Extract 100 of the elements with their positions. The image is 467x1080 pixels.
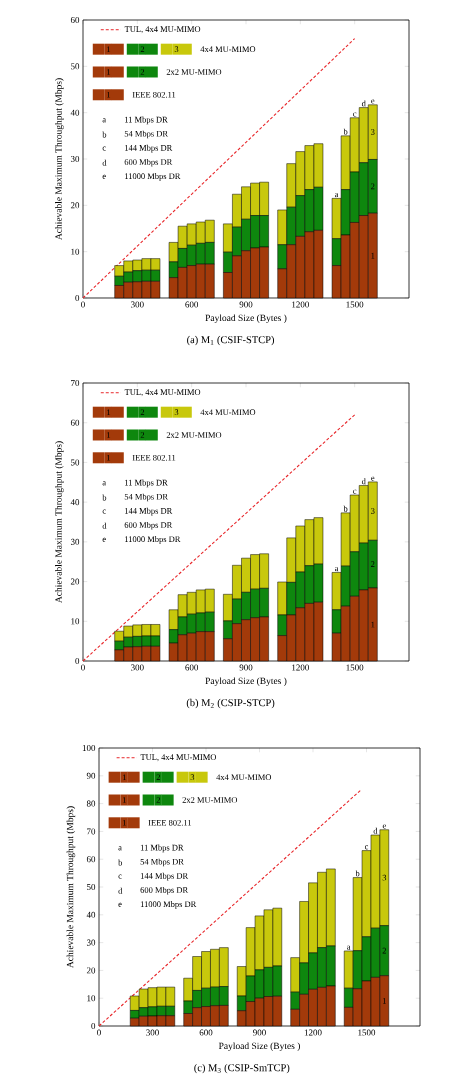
legend-label: 3 xyxy=(190,774,195,781)
annotation: 11000 Mbps DR xyxy=(125,536,181,544)
text: 3 xyxy=(371,508,375,514)
annotation: e xyxy=(382,824,386,829)
x-tick-label: 1200 xyxy=(304,1029,322,1036)
annotation: b xyxy=(355,870,360,877)
x-tick-label: 900 xyxy=(239,664,253,671)
x-axis-title: Payload Size (Bytes ) xyxy=(218,1042,300,1052)
x-tick-label: 900 xyxy=(239,301,253,308)
y-axis-title: Achievable Maximum Throughput (Mbps) xyxy=(55,441,64,603)
annotation: d xyxy=(102,159,107,166)
legend-label: TUL, 4x4 MU-MIMO xyxy=(140,754,217,762)
annotation: 2x2 MU-MIMO xyxy=(182,797,238,803)
text: (c) M$_{3}$ (CSIP-SmTCP) xyxy=(194,1063,290,1074)
text: 2 xyxy=(382,947,386,954)
y-tick-label: 70 xyxy=(87,828,96,835)
text: 1 xyxy=(107,432,111,438)
annotation: IEEE 802.11 xyxy=(132,91,176,98)
annotation: c xyxy=(353,112,357,117)
x-tick-label: 1500 xyxy=(346,664,364,671)
y-tick-label: 0 xyxy=(75,294,80,302)
text: 2 xyxy=(371,561,375,567)
annotation: b xyxy=(343,505,348,512)
y-tick-label: 30 xyxy=(70,538,80,545)
annotation: 11 Mbps DR xyxy=(125,479,168,488)
text: 3 xyxy=(382,874,387,881)
x-tick-label: 300 xyxy=(131,301,144,308)
x-tick-label: 1200 xyxy=(292,664,309,671)
annotation: d xyxy=(118,887,123,894)
x-tick-label: 300 xyxy=(131,664,144,671)
annotation: 11000 Mbps DR xyxy=(125,173,181,181)
y-tick-label: 0 xyxy=(91,1022,96,1030)
x-tick-label: 900 xyxy=(253,1029,266,1036)
annotation: e xyxy=(102,537,106,542)
y-axis-title: Achievable Maximum Throughput (Mbps) xyxy=(66,806,76,969)
text: (b) M$_{2}$ (CSIP-STCP) xyxy=(186,698,275,709)
text: 1 xyxy=(107,46,111,52)
annotation: 144 Mbps DR xyxy=(125,144,173,153)
annotation: 144 Mbps DR xyxy=(140,872,189,881)
y-tick-label: 60 xyxy=(86,856,96,863)
legend-label: TUL, 4x4 MU-MIMO xyxy=(124,389,201,397)
text: 1 xyxy=(371,252,375,259)
y-tick-label: 100 xyxy=(82,744,96,752)
y-tick-label: 50 xyxy=(87,883,96,891)
annotation: 11000 Mbps DR xyxy=(140,901,197,909)
x-axis-title: Payload Size (Bytes ) xyxy=(205,677,287,687)
annotation: 54 Mbps DR xyxy=(140,858,184,867)
x-tick-label: 600 xyxy=(185,664,199,671)
annotation: 2x2 MU-MIMO xyxy=(166,69,222,75)
y-tick-label: 80 xyxy=(86,800,96,807)
annotation: 54 Mbps DR xyxy=(124,130,169,139)
x-tick-label: 0 xyxy=(81,664,85,671)
y-tick-label: 20 xyxy=(70,202,80,209)
text: 1 xyxy=(382,998,386,1004)
annotation: c xyxy=(102,509,106,514)
text: 2 xyxy=(371,183,375,190)
legend-label: 2 xyxy=(140,432,145,438)
annotation: 2x2 MU-MIMO xyxy=(166,432,222,438)
y-tick-label: 30 xyxy=(70,155,80,163)
text: 2 xyxy=(140,409,145,415)
y-tick-label: 90 xyxy=(86,772,96,779)
annotation: 600 Mbps DR xyxy=(140,886,189,895)
annotation: 144 Mbps DR xyxy=(125,507,173,516)
x-tick-label: 1500 xyxy=(358,1029,376,1036)
legend-label: 1 xyxy=(122,819,126,826)
annotation: d xyxy=(373,827,378,834)
x-tick-label: 1500 xyxy=(346,301,364,308)
annotation: b xyxy=(343,128,348,135)
annotation: 600 Mbps DR xyxy=(124,158,173,167)
annotation: IEEE 802.11 xyxy=(148,819,192,826)
y-tick-label: 0 xyxy=(75,657,80,665)
y-tick-label: 70 xyxy=(71,379,80,387)
annotation: a xyxy=(102,118,106,123)
legend-label: 3 xyxy=(174,409,179,416)
text: 2 xyxy=(156,774,160,780)
text: 1 xyxy=(122,797,126,803)
x-tick-label: 300 xyxy=(146,1029,159,1036)
annotation: d xyxy=(361,478,366,485)
annotation: 4x4 MU-MIMO xyxy=(200,409,256,416)
annotation: a xyxy=(102,481,106,486)
annotation: e xyxy=(371,99,375,104)
y-tick-label: 30 xyxy=(86,939,96,946)
x-tick-label: 0 xyxy=(97,1029,101,1036)
y-tick-label: 20 xyxy=(70,578,80,585)
y-tick-label: 40 xyxy=(70,499,80,506)
annotation: 54 Mbps DR xyxy=(124,493,169,502)
annotation: c xyxy=(102,146,106,151)
legend-label: 1 xyxy=(107,454,111,461)
y-axis-title: Achievable Maximum Throughput (Mbps) xyxy=(55,78,64,240)
x-tick-label: 1200 xyxy=(292,301,309,308)
annotation: 11 Mbps DR xyxy=(125,116,168,125)
annotation: e xyxy=(371,476,375,481)
annotation: c xyxy=(118,874,122,879)
annotation: 600 Mbps DR xyxy=(124,521,173,530)
y-tick-label: 10 xyxy=(87,995,96,1002)
x-tick-label: 600 xyxy=(185,301,199,308)
y-tick-label: 40 xyxy=(70,109,80,116)
x-tick-label: 0 xyxy=(81,301,85,308)
text: 3 xyxy=(371,129,375,135)
text: 1 xyxy=(371,621,375,628)
